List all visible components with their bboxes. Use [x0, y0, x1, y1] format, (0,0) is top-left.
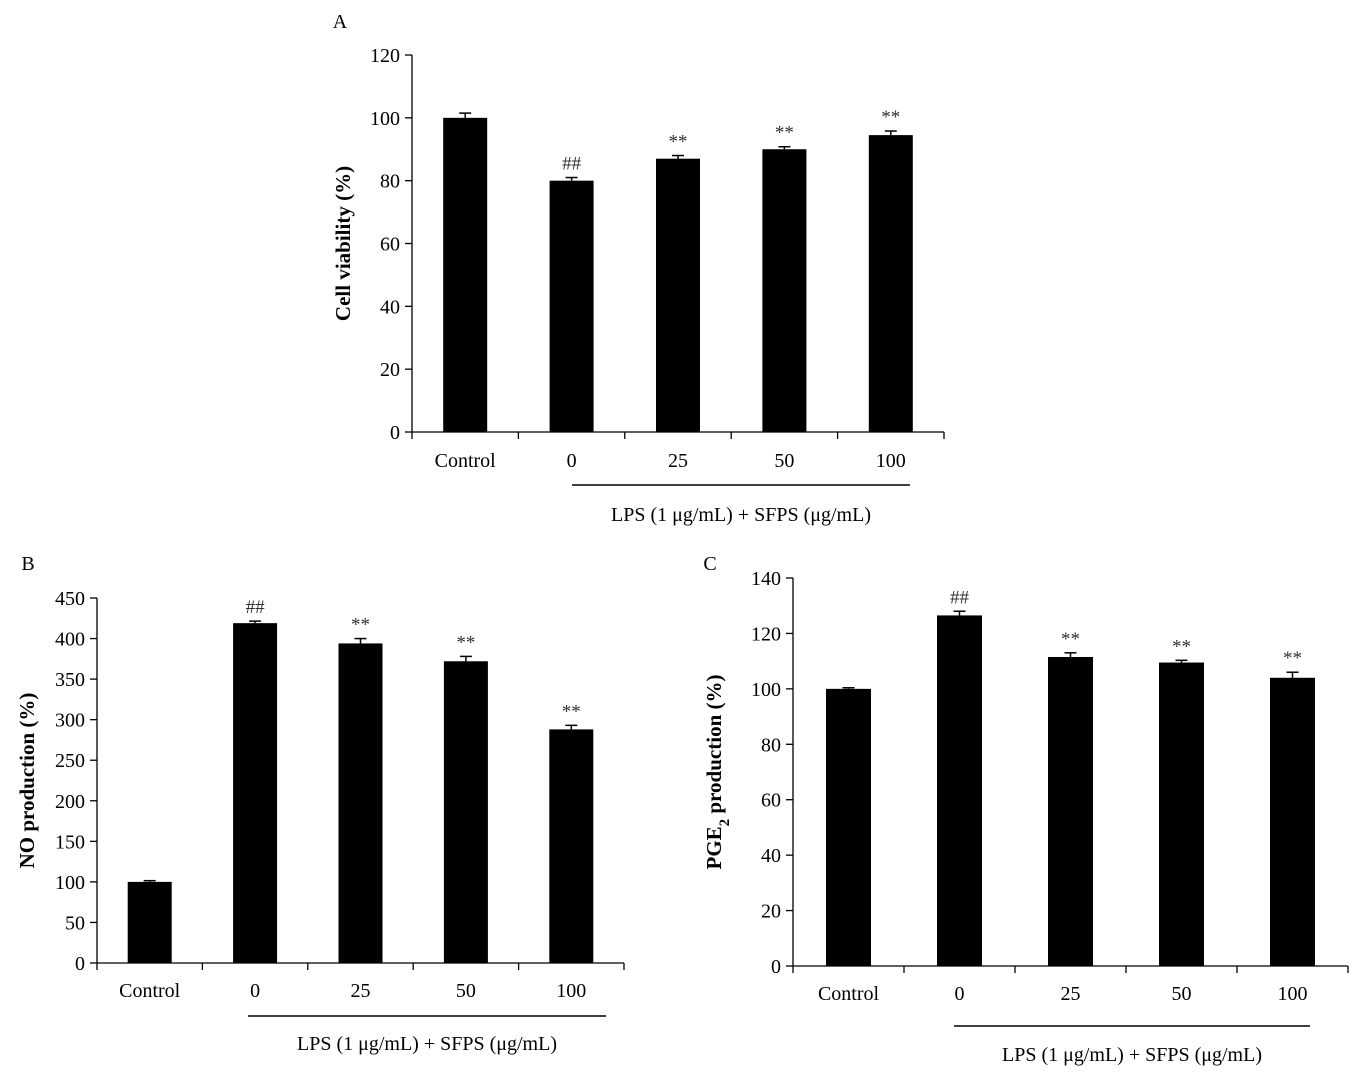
y-tick-label: 0: [771, 956, 781, 978]
panel-letter: A: [333, 11, 348, 33]
bar: [233, 623, 278, 963]
y-tick-label: 140: [751, 568, 781, 590]
y-tick-label: 350: [55, 669, 85, 691]
x-tick-label: 25: [1061, 983, 1081, 1005]
y-tick-label: 60: [761, 790, 781, 812]
y-tick-label: 0: [75, 953, 85, 975]
x-tick-label: 100: [1278, 983, 1308, 1005]
y-tick-label: 200: [55, 791, 85, 813]
y-tick-label: 40: [761, 845, 781, 867]
group-label: LPS (1 μg/mL) + SFPS (μg/mL): [611, 504, 871, 526]
y-tick-label: 250: [55, 750, 85, 772]
y-tick-label: 80: [380, 171, 400, 193]
significance-label: ##: [950, 587, 970, 608]
bar: [443, 661, 488, 963]
y-tick-label: 20: [380, 359, 400, 381]
bar: [549, 180, 594, 432]
y-tick-label: 120: [370, 45, 400, 67]
x-tick-label: 100: [556, 980, 586, 1002]
x-tick-label: 50: [1172, 983, 1192, 1005]
x-tick-label: 0: [955, 983, 965, 1005]
y-tick-label: 300: [55, 710, 85, 732]
y-tick-label: 450: [55, 588, 85, 610]
y-axis-label: PGE2 production (%): [702, 675, 733, 870]
y-axis-label: Cell viability (%): [331, 166, 355, 321]
significance-label: **: [351, 615, 370, 636]
y-axis-label-rest: production (%): [702, 675, 726, 819]
chart-panel-b: B 0 50 100 150 200 250 300 350 400 450 Control ## 0 **…: [15, 553, 625, 1055]
significance-label: **: [1172, 636, 1191, 657]
significance-label: **: [1061, 629, 1080, 650]
y-tick-label: 150: [55, 831, 85, 853]
panel-letter: B: [21, 553, 34, 575]
significance-label: **: [881, 107, 900, 128]
significance-label: **: [669, 132, 688, 153]
panel-letter: C: [703, 553, 716, 575]
y-axis-label-subscript: 2: [717, 819, 733, 827]
x-tick-label: 100: [876, 450, 906, 472]
bar: [868, 135, 913, 433]
group-label: LPS (1 μg/mL) + SFPS (μg/mL): [1002, 1044, 1262, 1066]
bar: [338, 643, 383, 963]
x-tick-label: 25: [668, 450, 688, 472]
significance-label: **: [456, 632, 475, 653]
bar: [443, 117, 488, 432]
bar: [826, 688, 871, 966]
chart-panel-c: C 0 20 40 60 80 100 120 140 Control ## 0 ** 25 ** 50 ** 1…: [702, 553, 1349, 1066]
significance-label: ##: [562, 154, 582, 175]
y-tick-label: 80: [761, 734, 781, 756]
y-tick-label: 100: [751, 679, 781, 701]
x-tick-label: 50: [456, 980, 476, 1002]
significance-label: **: [562, 701, 581, 722]
x-tick-label: 50: [774, 450, 794, 472]
y-tick-label: 20: [761, 901, 781, 923]
chart-panel-a: A 0 20 40 60 80 100 120 Control ## 0 ** 25 ** 50 ** 100 L…: [331, 11, 945, 526]
group-label: LPS (1 μg/mL) + SFPS (μg/mL): [297, 1033, 557, 1055]
bar: [1159, 662, 1204, 966]
significance-label: **: [775, 123, 794, 144]
x-tick-label: 0: [250, 980, 260, 1002]
bar: [127, 881, 172, 963]
y-axis-label-main: PGE: [702, 826, 726, 869]
bar: [1048, 656, 1093, 966]
bar: [937, 615, 982, 966]
x-tick-label: Control: [119, 980, 181, 1002]
y-tick-label: 60: [380, 234, 400, 256]
y-tick-label: 100: [55, 872, 85, 894]
bar: [762, 149, 807, 432]
bar: [1270, 677, 1315, 966]
y-tick-label: 120: [751, 623, 781, 645]
bar: [549, 729, 594, 963]
x-tick-label: Control: [435, 450, 497, 472]
y-axis-label: NO production (%): [15, 693, 39, 869]
y-tick-label: 50: [65, 912, 85, 934]
y-tick-label: 0: [390, 422, 400, 444]
y-tick-label: 100: [370, 108, 400, 130]
significance-label: ##: [246, 597, 266, 618]
bar: [656, 158, 700, 433]
x-tick-label: 25: [351, 980, 371, 1002]
y-tick-label: 400: [55, 629, 85, 651]
x-tick-label: Control: [818, 983, 880, 1005]
significance-label: **: [1283, 648, 1302, 669]
x-tick-label: 0: [567, 450, 577, 472]
y-tick-label: 40: [380, 296, 400, 318]
